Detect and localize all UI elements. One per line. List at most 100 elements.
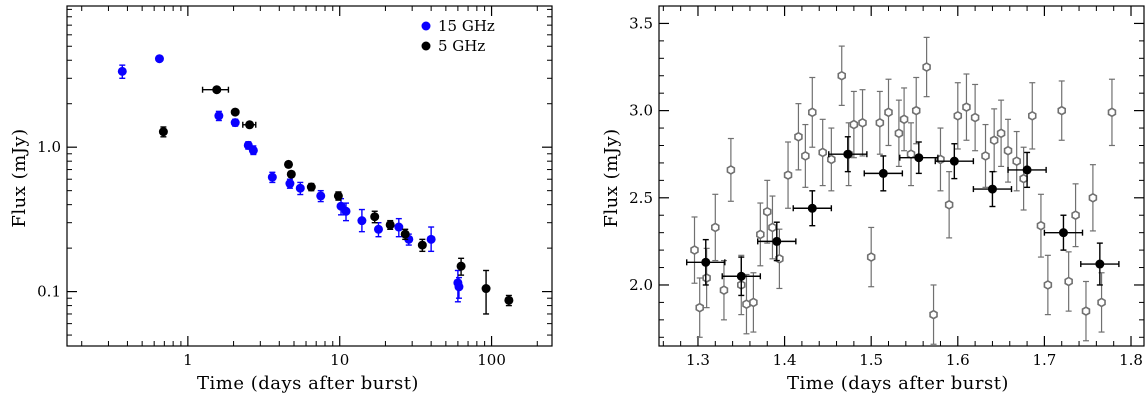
data-point bbox=[944, 199, 954, 210]
data-point bbox=[417, 240, 427, 250]
light-curve-panel: Time (days after burst) Flux (mJy) 15 GH… bbox=[9, 5, 553, 394]
data-point bbox=[772, 236, 782, 246]
data-point bbox=[333, 191, 343, 201]
data-point bbox=[762, 206, 772, 217]
series-binned-average bbox=[686, 136, 1120, 297]
axes: 1.3 1.4 1.5 1.6 1.7 1.8 2.0 2.5 3.0 3.5 bbox=[629, 5, 1145, 369]
data-point bbox=[711, 222, 720, 233]
data-point bbox=[230, 118, 240, 128]
data-point bbox=[989, 135, 999, 146]
data-point bbox=[878, 168, 888, 178]
zoom-panel: Time (days after burst) Flux (mJy) 1.3 1.… bbox=[601, 5, 1145, 394]
data-point bbox=[158, 127, 168, 137]
data-point bbox=[306, 182, 316, 192]
data-point bbox=[981, 151, 990, 161]
x-tick-label: 1.3 bbox=[686, 351, 710, 369]
x-tick-label: 1.4 bbox=[773, 351, 797, 369]
data-point bbox=[1095, 259, 1105, 269]
data-point bbox=[504, 295, 514, 305]
data-point bbox=[843, 149, 853, 159]
data-point bbox=[808, 107, 817, 118]
y-tick-label: 3.5 bbox=[629, 14, 653, 32]
data-point bbox=[456, 261, 466, 271]
data-point bbox=[1028, 110, 1037, 121]
data-point bbox=[1057, 105, 1066, 116]
data-point bbox=[1036, 220, 1046, 231]
legend-marker-5ghz bbox=[421, 41, 431, 51]
series-15-ghz bbox=[117, 54, 464, 303]
data-point bbox=[1081, 306, 1091, 317]
data-point bbox=[245, 120, 255, 130]
data-point bbox=[695, 302, 704, 313]
legend-label-15ghz: 15 GHz bbox=[438, 17, 495, 35]
data-point bbox=[768, 222, 777, 233]
data-point bbox=[996, 128, 1006, 139]
data-point bbox=[953, 110, 963, 121]
data-point bbox=[807, 203, 817, 213]
data-point bbox=[987, 184, 997, 194]
data-point bbox=[749, 297, 758, 308]
data-point bbox=[1088, 192, 1098, 203]
data-point bbox=[285, 179, 295, 189]
data-point bbox=[690, 245, 699, 256]
x-tick-label: 1.6 bbox=[946, 351, 970, 369]
y-tick-label: 1.0 bbox=[37, 138, 61, 156]
data-point bbox=[701, 257, 711, 267]
data-point bbox=[837, 70, 847, 81]
data-point bbox=[212, 85, 222, 95]
data-point bbox=[899, 114, 909, 125]
data-point bbox=[357, 216, 367, 226]
x-axis-label: Time (days after burst) bbox=[197, 373, 419, 394]
data-point bbox=[1107, 107, 1117, 118]
series-5-ghz bbox=[158, 85, 514, 315]
data-point bbox=[929, 309, 938, 320]
data-point bbox=[454, 282, 464, 292]
data-point bbox=[426, 234, 436, 244]
data-point bbox=[818, 147, 827, 158]
data-point bbox=[949, 156, 959, 166]
data-point bbox=[1019, 173, 1028, 184]
data-point bbox=[922, 62, 931, 72]
x-tick-label: 10 bbox=[330, 351, 349, 369]
data-point bbox=[970, 112, 980, 123]
x-tick-label: 1 bbox=[183, 351, 193, 369]
x-tick-label: 1.8 bbox=[1119, 351, 1143, 369]
data-point bbox=[295, 183, 305, 193]
data-point bbox=[736, 271, 746, 281]
data-point bbox=[385, 220, 395, 230]
data-point bbox=[866, 252, 876, 263]
data-point bbox=[911, 105, 921, 116]
data-point bbox=[1058, 228, 1068, 238]
data-point bbox=[117, 66, 127, 76]
y-axis-label: Flux (mJy) bbox=[9, 128, 30, 227]
data-point bbox=[267, 172, 277, 182]
data-point bbox=[373, 224, 383, 234]
x-tick-label: 1.5 bbox=[859, 351, 883, 369]
axes: 1 10 100 0.1 1.0 bbox=[37, 5, 553, 369]
data-point bbox=[719, 285, 729, 296]
data-point bbox=[756, 229, 765, 240]
data-point bbox=[1064, 276, 1073, 287]
data-point bbox=[286, 169, 296, 179]
data-point bbox=[370, 212, 380, 222]
data-point bbox=[962, 102, 971, 113]
data-point bbox=[1043, 280, 1053, 290]
y-tick-label: 2.0 bbox=[629, 276, 653, 294]
data-point bbox=[794, 131, 803, 142]
plot-frame bbox=[658, 5, 1145, 347]
data-point bbox=[1003, 145, 1013, 156]
data-point bbox=[894, 128, 904, 139]
data-point bbox=[726, 164, 736, 175]
data-point bbox=[316, 191, 326, 201]
data-point bbox=[481, 284, 491, 294]
data-point bbox=[394, 222, 404, 232]
data-point bbox=[1071, 210, 1080, 221]
data-point bbox=[284, 159, 294, 169]
legend-label-5ghz: 5 GHz bbox=[438, 37, 485, 55]
data-point bbox=[884, 107, 893, 118]
data-point bbox=[1022, 165, 1032, 175]
data-point bbox=[827, 154, 836, 165]
data-point bbox=[801, 151, 810, 161]
data-point bbox=[702, 273, 711, 283]
